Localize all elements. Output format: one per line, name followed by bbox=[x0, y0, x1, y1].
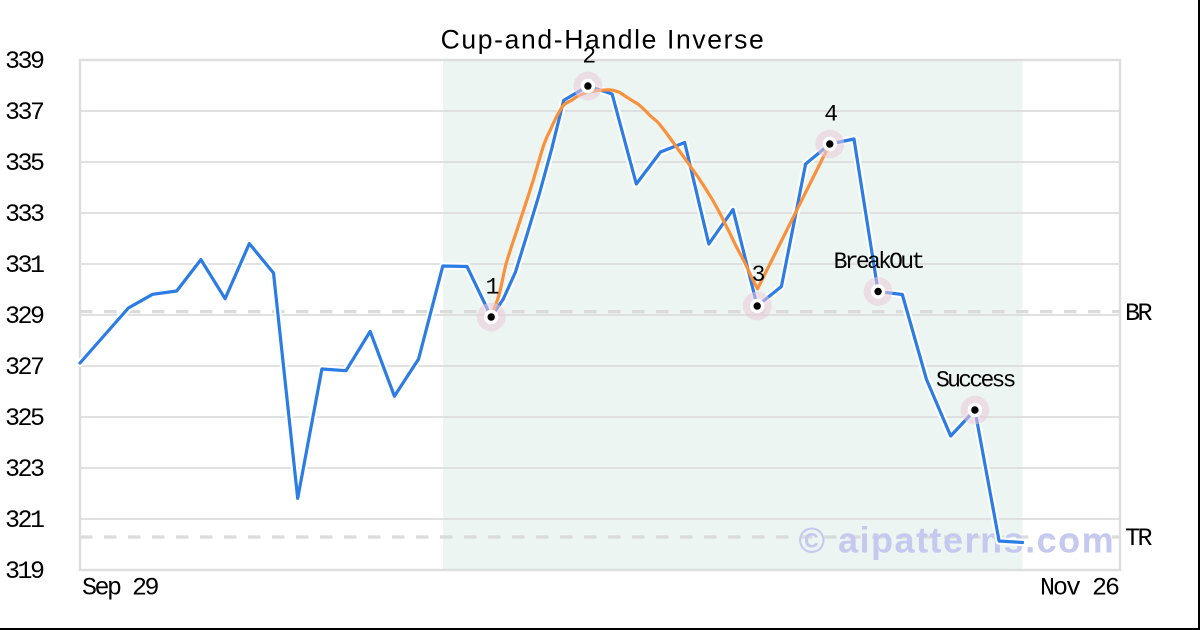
svg-text:Nov 26: Nov 26 bbox=[1040, 574, 1119, 603]
svg-text:333: 333 bbox=[5, 200, 44, 229]
svg-text:327: 327 bbox=[5, 353, 44, 382]
svg-text:© aipatterns.com: © aipatterns.com bbox=[799, 520, 1116, 561]
svg-text:339: 339 bbox=[5, 47, 44, 76]
svg-text:321: 321 bbox=[5, 506, 44, 535]
svg-text:BreakOut: BreakOut bbox=[834, 249, 924, 275]
svg-text:337: 337 bbox=[5, 98, 44, 127]
svg-text:331: 331 bbox=[5, 251, 44, 280]
svg-text:Cup-and-Handle Inverse: Cup-and-Handle Inverse bbox=[441, 24, 766, 54]
svg-text:3: 3 bbox=[752, 262, 765, 288]
svg-text:323: 323 bbox=[5, 455, 44, 484]
svg-text:319: 319 bbox=[5, 557, 44, 586]
svg-text:1: 1 bbox=[486, 275, 499, 301]
svg-text:Success: Success bbox=[936, 368, 1015, 394]
svg-text:325: 325 bbox=[5, 404, 44, 433]
svg-text:329: 329 bbox=[5, 302, 44, 331]
svg-text:TR: TR bbox=[1125, 524, 1153, 553]
svg-text:335: 335 bbox=[5, 149, 44, 178]
svg-text:Sep 29: Sep 29 bbox=[82, 574, 159, 603]
svg-text:4: 4 bbox=[824, 102, 837, 128]
svg-text:BR: BR bbox=[1125, 299, 1153, 328]
